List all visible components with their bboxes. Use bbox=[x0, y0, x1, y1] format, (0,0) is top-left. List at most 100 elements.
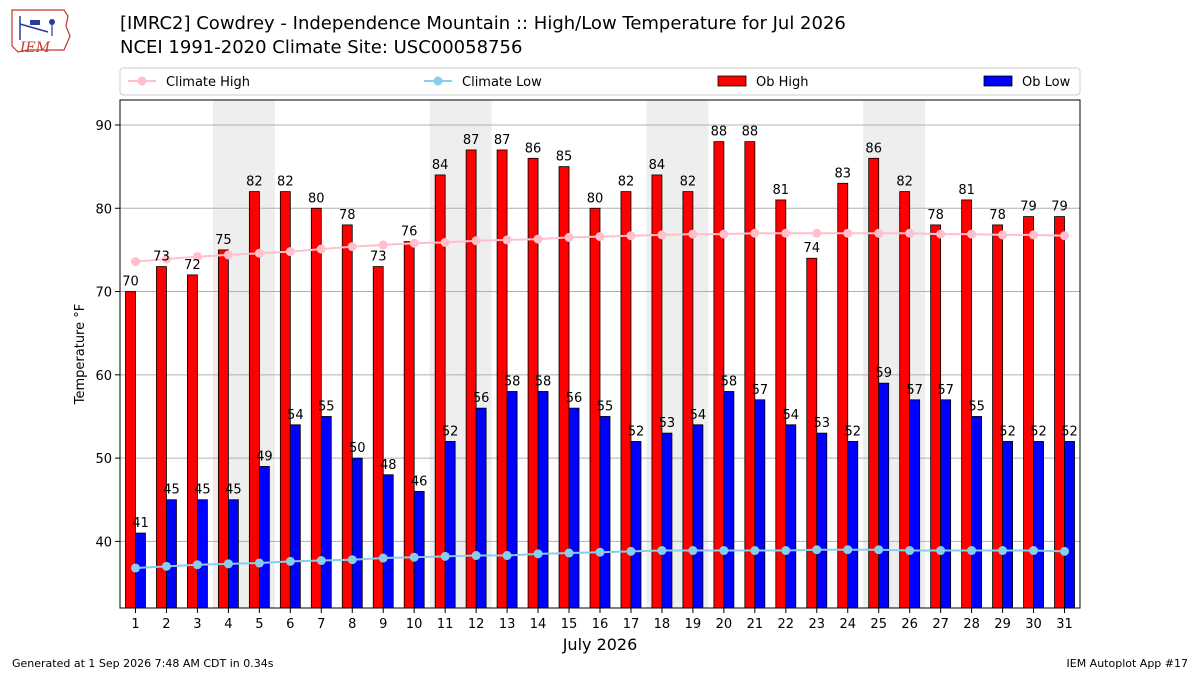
climate-low-point bbox=[285, 556, 295, 566]
ob-high-label: 83 bbox=[834, 166, 851, 181]
climate-low-point bbox=[161, 561, 171, 571]
x-tick-label: 27 bbox=[932, 617, 949, 632]
y-tick-label: 60 bbox=[95, 369, 112, 384]
climate-high-point bbox=[471, 236, 481, 246]
climate-high-point bbox=[688, 229, 698, 239]
ob-low-bar bbox=[227, 499, 239, 609]
ob-low-bar bbox=[940, 399, 952, 609]
ob-high-label: 88 bbox=[742, 125, 759, 140]
ob-low-label: 52 bbox=[1061, 424, 1078, 439]
climate-high-point bbox=[192, 252, 202, 262]
ob-low-label: 57 bbox=[906, 383, 923, 398]
climate-high-point bbox=[626, 231, 636, 241]
legend-climate-high-label: Climate High bbox=[166, 75, 250, 90]
ob-high-label: 75 bbox=[215, 233, 232, 248]
climate-low-point bbox=[409, 552, 419, 562]
ob-low-bar bbox=[289, 424, 301, 609]
climate-high-point bbox=[378, 240, 388, 250]
climate-high-point bbox=[967, 229, 977, 239]
climate-high-point bbox=[1029, 230, 1039, 240]
x-tick-label: 13 bbox=[499, 617, 516, 632]
climate-low-point bbox=[936, 546, 946, 556]
ob-high-label: 82 bbox=[896, 175, 913, 190]
ob-low-bar bbox=[1064, 441, 1075, 609]
x-tick-label: 4 bbox=[224, 617, 232, 632]
chart-subtitle: NCEI 1991-2020 Climate Site: USC00058756 bbox=[120, 37, 523, 58]
ob-low-bar bbox=[630, 441, 642, 609]
climate-low-point bbox=[874, 545, 884, 555]
climate-low-point bbox=[967, 546, 977, 556]
climate-low-point bbox=[781, 546, 791, 556]
ob-low-label: 45 bbox=[225, 483, 242, 498]
climate-high-point bbox=[564, 232, 574, 242]
climate-high-point bbox=[750, 228, 760, 238]
climate-low-point bbox=[440, 551, 450, 561]
ob-low-bar bbox=[506, 391, 518, 609]
y-axis-label: Temperature °F bbox=[73, 304, 88, 405]
ob-high-bar bbox=[341, 224, 353, 609]
ob-low-bar bbox=[258, 466, 270, 609]
ob-low-label: 58 bbox=[721, 374, 738, 389]
x-tick-label: 2 bbox=[162, 617, 170, 632]
ob-low-bar bbox=[971, 416, 983, 609]
climate-high-point bbox=[812, 228, 822, 238]
x-tick-label: 10 bbox=[406, 617, 423, 632]
ob-high-bar bbox=[899, 191, 911, 609]
x-tick-label: 8 bbox=[348, 617, 356, 632]
x-tick-label: 19 bbox=[685, 617, 702, 632]
x-tick-label: 23 bbox=[809, 617, 826, 632]
climate-low-point bbox=[657, 546, 667, 556]
climate-high-point bbox=[719, 229, 729, 239]
climate-high-point bbox=[254, 248, 264, 258]
ob-low-label: 52 bbox=[844, 424, 861, 439]
climate-high-point bbox=[161, 254, 171, 264]
x-tick-label: 5 bbox=[255, 617, 263, 632]
ob-high-bar bbox=[558, 166, 570, 609]
ob-high-bar bbox=[806, 257, 818, 609]
ob-high-label: 86 bbox=[865, 141, 882, 156]
x-tick-label: 24 bbox=[839, 617, 856, 632]
climate-high-point bbox=[316, 244, 326, 254]
ob-low-label: 50 bbox=[349, 441, 366, 456]
climate-low-point bbox=[316, 556, 326, 566]
x-tick-label: 28 bbox=[963, 617, 980, 632]
ob-low-bar bbox=[1033, 441, 1044, 609]
x-tick-label: 7 bbox=[317, 617, 325, 632]
x-tick-label: 15 bbox=[561, 617, 578, 632]
ob-low-bar bbox=[816, 432, 828, 609]
ob-low-label: 55 bbox=[597, 399, 614, 414]
climate-low-point bbox=[843, 545, 853, 555]
ob-low-label: 52 bbox=[1030, 424, 1047, 439]
ob-high-label: 70 bbox=[122, 275, 139, 290]
ob-low-bar bbox=[785, 424, 797, 609]
x-tick-label: 22 bbox=[778, 617, 795, 632]
chart-title: [IMRC2] Cowdrey - Independence Mountain … bbox=[120, 13, 846, 34]
ob-low-bar bbox=[413, 491, 425, 609]
climate-low-point bbox=[719, 546, 729, 556]
ob-high-bar bbox=[187, 274, 198, 609]
ob-low-bar bbox=[568, 407, 580, 609]
ob-low-label: 55 bbox=[968, 399, 985, 414]
ob-high-label: 78 bbox=[927, 208, 944, 223]
ob-low-label: 57 bbox=[937, 383, 954, 398]
ob-low-label: 52 bbox=[628, 424, 645, 439]
ob-low-label: 49 bbox=[256, 449, 273, 464]
ob-low-bar bbox=[1002, 441, 1013, 609]
ob-low-label: 56 bbox=[473, 391, 490, 406]
climate-high-point bbox=[223, 250, 233, 260]
ob-low-bar bbox=[444, 441, 456, 609]
ob-low-label: 55 bbox=[318, 399, 335, 414]
ob-low-label: 58 bbox=[535, 374, 552, 389]
legend-ob-low-swatch bbox=[983, 75, 1013, 87]
climate-low-point bbox=[130, 563, 140, 573]
ob-high-label: 81 bbox=[958, 183, 975, 198]
climate-low-point bbox=[223, 559, 233, 569]
ob-high-label: 86 bbox=[525, 141, 542, 156]
x-tick-label: 16 bbox=[592, 617, 609, 632]
ob-high-label: 74 bbox=[804, 241, 821, 256]
climate-high-point bbox=[936, 229, 946, 239]
ob-high-label: 84 bbox=[649, 158, 666, 173]
x-tick-label: 1 bbox=[131, 617, 139, 632]
climate-high-point bbox=[409, 238, 419, 248]
climate-low-point bbox=[626, 546, 636, 556]
